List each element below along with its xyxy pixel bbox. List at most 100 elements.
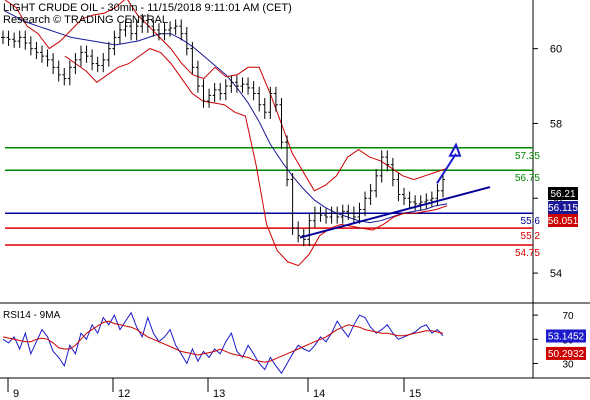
price-bar — [156, 23, 161, 41]
price-bar — [351, 206, 356, 224]
time-tick-label: 9 — [13, 388, 19, 400]
level-label-support-2: 54.75 — [515, 248, 540, 259]
price-bar — [112, 30, 117, 56]
price-bars — [1, 13, 445, 247]
price-boxes: 56.21 56.115 56.051 53.1452 50.2932 — [546, 187, 586, 360]
time-tick-label: 13 — [213, 388, 225, 400]
price-bar — [357, 202, 362, 224]
price-bar — [402, 187, 407, 205]
price-bar — [73, 53, 78, 75]
price-bar — [34, 41, 39, 60]
trend-annotations — [299, 142, 491, 239]
price-bar — [173, 19, 178, 35]
price-bar — [67, 60, 72, 86]
price-bar — [218, 83, 223, 101]
chart-source: Research © TRADING CENTRAL — [3, 14, 168, 26]
price-bar — [418, 195, 423, 211]
price-bar — [28, 36, 33, 56]
time-tick-label: 14 — [313, 388, 325, 400]
rsi-panel: 705030 — [2, 311, 574, 375]
price-bar — [374, 169, 379, 198]
price-bar — [12, 32, 17, 48]
price-bar — [324, 208, 329, 224]
price-bar — [424, 193, 429, 209]
price-bar — [129, 19, 134, 41]
price-bar — [385, 150, 390, 172]
price-bar — [346, 204, 351, 220]
price-bar — [123, 19, 128, 37]
price-bar — [190, 41, 195, 75]
time-tick-label: 15 — [409, 388, 421, 400]
price-bar — [195, 60, 200, 93]
price-bar — [290, 172, 295, 235]
bollinger-lower-line — [64, 48, 448, 267]
price-bar — [251, 81, 256, 101]
price-bar — [229, 75, 234, 93]
price-bar — [23, 30, 28, 50]
price-tick-label: 54 — [550, 268, 562, 280]
price-bar — [117, 23, 122, 45]
price-bar — [441, 172, 445, 198]
horizontal-levels: 57.35 56.75 55.6 55.2 54.75 — [5, 147, 541, 259]
price-bar — [168, 21, 173, 37]
price-tick-label: 58 — [550, 118, 562, 130]
price-bar — [207, 88, 212, 108]
level-label-support-1: 55.2 — [521, 231, 541, 242]
price-bar — [134, 19, 139, 41]
level-label-resistance-1: 56.75 — [515, 173, 540, 184]
price-bar — [90, 49, 95, 71]
price-bar — [51, 53, 56, 75]
price-box-last-price — [548, 187, 578, 200]
rsi-tick-label: 30 — [562, 359, 574, 370]
level-label-resistance-2: 57.35 — [515, 151, 540, 162]
price-bar — [184, 26, 189, 56]
rsi-box-rsi-ma — [546, 346, 586, 360]
price-bar — [140, 13, 145, 33]
indicator-lines — [4, 0, 448, 267]
rsi-tick-label: 70 — [562, 311, 574, 322]
price-bar — [95, 56, 100, 73]
price-bar — [335, 206, 340, 224]
price-box-moving-average — [548, 201, 578, 214]
price-tick-label: 60 — [550, 44, 562, 56]
projection-arrow-shaft — [436, 153, 457, 184]
price-bar — [151, 19, 156, 37]
price-box-bollinger-lower — [548, 214, 578, 227]
price-bar — [257, 86, 262, 112]
bollinger-upper-line — [4, 0, 448, 192]
price-box-label-last-price: 56.21 — [550, 189, 575, 200]
price-box-label-moving-average: 56.115 — [548, 203, 578, 214]
price-bar — [396, 172, 401, 202]
projection-arrow-head — [448, 142, 462, 157]
axes-labels: 60585654912131415 — [7, 44, 562, 400]
price-bar — [390, 157, 395, 187]
price-bar — [262, 98, 267, 119]
price-bar — [363, 191, 368, 217]
price-bar — [240, 77, 245, 93]
price-bar — [56, 60, 61, 82]
price-bar — [429, 191, 434, 207]
price-bar — [307, 213, 312, 247]
price-bar — [318, 206, 323, 222]
price-box-label-bollinger-lower: 56.051 — [548, 216, 579, 227]
price-bar — [201, 79, 206, 108]
support-trendline — [299, 186, 491, 239]
price-bar — [62, 68, 67, 86]
price-bar — [407, 191, 412, 209]
rsi-box-label-rsi-ma: 50.2932 — [548, 349, 585, 360]
price-bar — [285, 135, 290, 187]
rsi-ma-line — [2, 320, 444, 363]
chart-title: LIGHT CRUDE OIL - 30min - 11/15/2018 9:1… — [3, 2, 292, 14]
rsi-box-label-rsi: 53.1452 — [548, 331, 585, 342]
rsi-box-rsi — [546, 329, 586, 343]
price-bar — [312, 206, 317, 228]
price-bar — [1, 30, 5, 45]
price-bar — [45, 49, 50, 67]
price-bar — [273, 86, 278, 112]
price-bar — [296, 221, 301, 243]
price-bar — [106, 41, 111, 67]
price-bar — [268, 86, 273, 119]
time-tick-label: 12 — [118, 388, 130, 400]
